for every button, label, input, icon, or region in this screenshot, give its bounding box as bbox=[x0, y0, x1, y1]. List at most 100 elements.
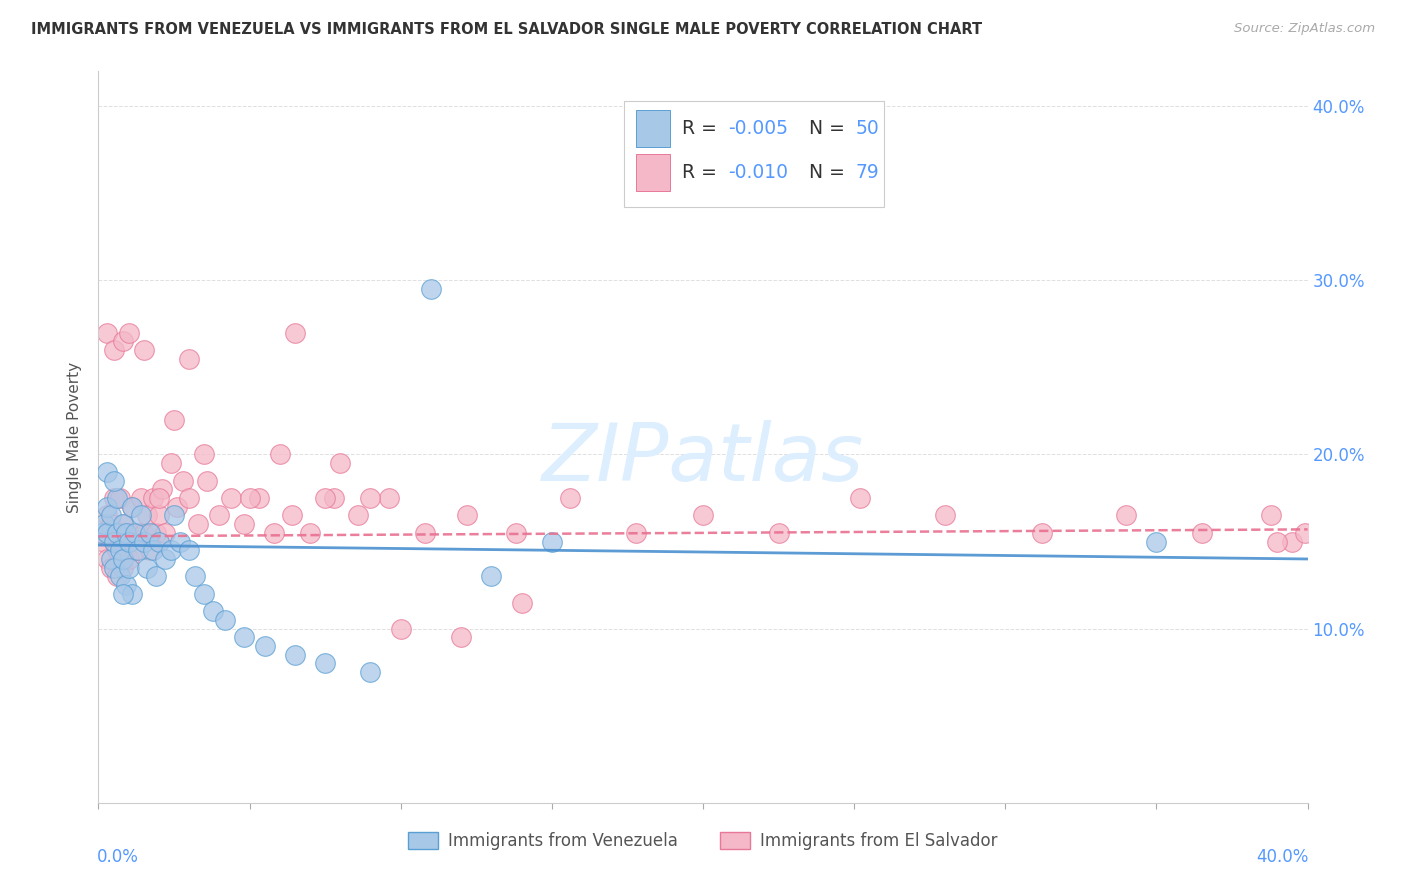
Point bbox=[202, 604, 225, 618]
Point bbox=[1191, 525, 1213, 540]
Point bbox=[456, 508, 478, 523]
FancyBboxPatch shape bbox=[624, 101, 884, 207]
Point bbox=[111, 552, 134, 566]
Point bbox=[114, 578, 136, 592]
Text: 79: 79 bbox=[855, 163, 879, 182]
Point bbox=[148, 534, 170, 549]
Point bbox=[193, 448, 215, 462]
Point bbox=[96, 465, 118, 479]
Point bbox=[558, 491, 581, 505]
Point bbox=[118, 534, 141, 549]
Point bbox=[118, 326, 141, 340]
Point bbox=[153, 552, 176, 566]
Text: 40.0%: 40.0% bbox=[1257, 848, 1309, 866]
Point bbox=[129, 491, 152, 505]
Point bbox=[232, 517, 254, 532]
Point bbox=[145, 525, 167, 540]
Text: N =: N = bbox=[810, 119, 851, 138]
Point bbox=[626, 525, 648, 540]
Text: R =: R = bbox=[682, 163, 723, 182]
Point bbox=[139, 525, 162, 540]
Point bbox=[160, 543, 183, 558]
Text: R =: R = bbox=[682, 119, 723, 138]
Point bbox=[1115, 508, 1137, 523]
Point bbox=[105, 569, 128, 583]
Text: -0.005: -0.005 bbox=[728, 119, 789, 138]
Point bbox=[389, 622, 412, 636]
Text: IMMIGRANTS FROM VENEZUELA VS IMMIGRANTS FROM EL SALVADOR SINGLE MALE POVERTY COR: IMMIGRANTS FROM VENEZUELA VS IMMIGRANTS … bbox=[31, 22, 981, 37]
Point bbox=[132, 343, 155, 357]
Point bbox=[111, 334, 134, 349]
Point bbox=[849, 491, 872, 505]
Point bbox=[347, 508, 370, 523]
Point bbox=[93, 534, 115, 549]
Point bbox=[127, 525, 149, 540]
Point bbox=[169, 534, 191, 549]
Point bbox=[1031, 525, 1053, 540]
Point bbox=[121, 587, 143, 601]
Point bbox=[1267, 534, 1289, 549]
Point bbox=[148, 508, 170, 523]
Y-axis label: Single Male Poverty: Single Male Poverty bbox=[67, 361, 83, 513]
Point bbox=[193, 587, 215, 601]
Point bbox=[124, 525, 146, 540]
Point bbox=[100, 552, 122, 566]
Point bbox=[121, 500, 143, 514]
Point bbox=[284, 326, 307, 340]
Point bbox=[263, 525, 285, 540]
Point bbox=[90, 525, 112, 540]
Point bbox=[96, 326, 118, 340]
Point bbox=[114, 525, 136, 540]
Point bbox=[96, 552, 118, 566]
Point bbox=[269, 448, 291, 462]
Point bbox=[1281, 534, 1303, 549]
Point bbox=[153, 525, 176, 540]
Text: 50: 50 bbox=[855, 119, 879, 138]
Point bbox=[247, 491, 270, 505]
Point bbox=[163, 508, 186, 523]
Point bbox=[179, 543, 201, 558]
Point bbox=[510, 595, 533, 609]
Point bbox=[103, 560, 125, 574]
Text: -0.010: -0.010 bbox=[728, 163, 789, 182]
Point bbox=[100, 560, 122, 574]
Point bbox=[118, 552, 141, 566]
Point bbox=[111, 560, 134, 574]
Point bbox=[413, 525, 436, 540]
Point bbox=[108, 543, 131, 558]
Point bbox=[184, 569, 207, 583]
Point bbox=[111, 517, 134, 532]
Point bbox=[108, 491, 131, 505]
Point bbox=[420, 282, 443, 296]
Point bbox=[163, 412, 186, 426]
Text: Source: ZipAtlas.com: Source: ZipAtlas.com bbox=[1234, 22, 1375, 36]
Point bbox=[103, 491, 125, 505]
Point bbox=[934, 508, 956, 523]
Bar bbox=[637, 110, 671, 146]
Point bbox=[377, 491, 399, 505]
Point bbox=[172, 474, 194, 488]
Point bbox=[239, 491, 262, 505]
Point bbox=[481, 569, 503, 583]
Text: 0.0%: 0.0% bbox=[97, 848, 139, 866]
Point bbox=[132, 525, 155, 540]
Point bbox=[96, 508, 118, 523]
Point bbox=[118, 525, 141, 540]
Point bbox=[135, 560, 157, 574]
Point bbox=[129, 508, 152, 523]
Point bbox=[96, 500, 118, 514]
Point bbox=[114, 543, 136, 558]
Point bbox=[179, 491, 201, 505]
Point bbox=[127, 543, 149, 558]
Point bbox=[208, 508, 231, 523]
Point bbox=[139, 543, 162, 558]
Point bbox=[540, 534, 562, 549]
Point bbox=[105, 543, 128, 558]
Point bbox=[1260, 508, 1282, 523]
Point bbox=[232, 631, 254, 645]
Point bbox=[323, 491, 346, 505]
Point bbox=[111, 517, 134, 532]
Point bbox=[90, 525, 112, 540]
Point bbox=[124, 543, 146, 558]
Point bbox=[160, 456, 183, 470]
